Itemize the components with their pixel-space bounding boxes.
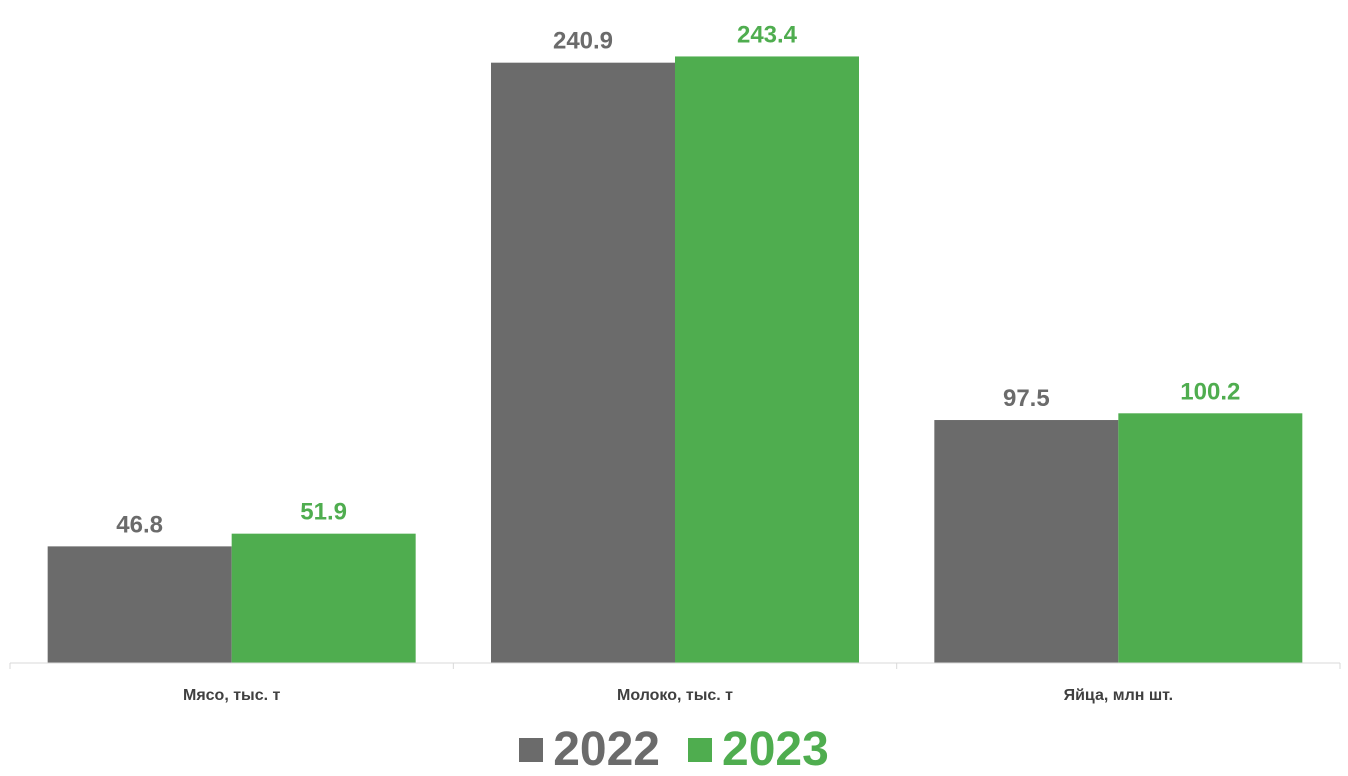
legend-item-2023[interactable]: 2023 (688, 726, 829, 774)
bar-2023-0 (232, 534, 416, 663)
data-label-2022-1: 240.9 (553, 28, 613, 55)
bar-2022-2 (934, 420, 1118, 663)
bar-2022-0 (48, 546, 232, 663)
legend: 2022 2023 (0, 726, 1348, 774)
data-label-2023-2: 100.2 (1180, 378, 1240, 405)
legend-swatch-2023 (688, 738, 712, 762)
data-label-2022-0: 46.8 (116, 511, 163, 538)
bars-layer (48, 56, 1303, 663)
data-label-2022-2: 97.5 (1003, 385, 1050, 412)
x-tick-label-0: Мясо, тыс. т (183, 687, 281, 704)
x-axis (10, 663, 1340, 669)
bar-chart: 46.8 51.9 Мясо, тыс. т 240.9 243.4 Молоко, ты… (0, 0, 1348, 720)
x-tick-label-2: Яйца, млн шт. (1064, 687, 1173, 704)
x-tick-label-1: Молоко, тыс. т (617, 687, 733, 704)
bar-2022-1 (491, 63, 675, 663)
legend-item-2022[interactable]: 2022 (519, 726, 660, 774)
bar-2023-1 (675, 56, 859, 663)
legend-label-2023: 2023 (722, 726, 829, 774)
bar-2023-2 (1118, 413, 1302, 663)
data-label-2023-0: 51.9 (300, 499, 347, 526)
data-label-2023-1: 243.4 (737, 21, 798, 48)
legend-label-2022: 2022 (553, 726, 660, 774)
legend-swatch-2022 (519, 738, 543, 762)
